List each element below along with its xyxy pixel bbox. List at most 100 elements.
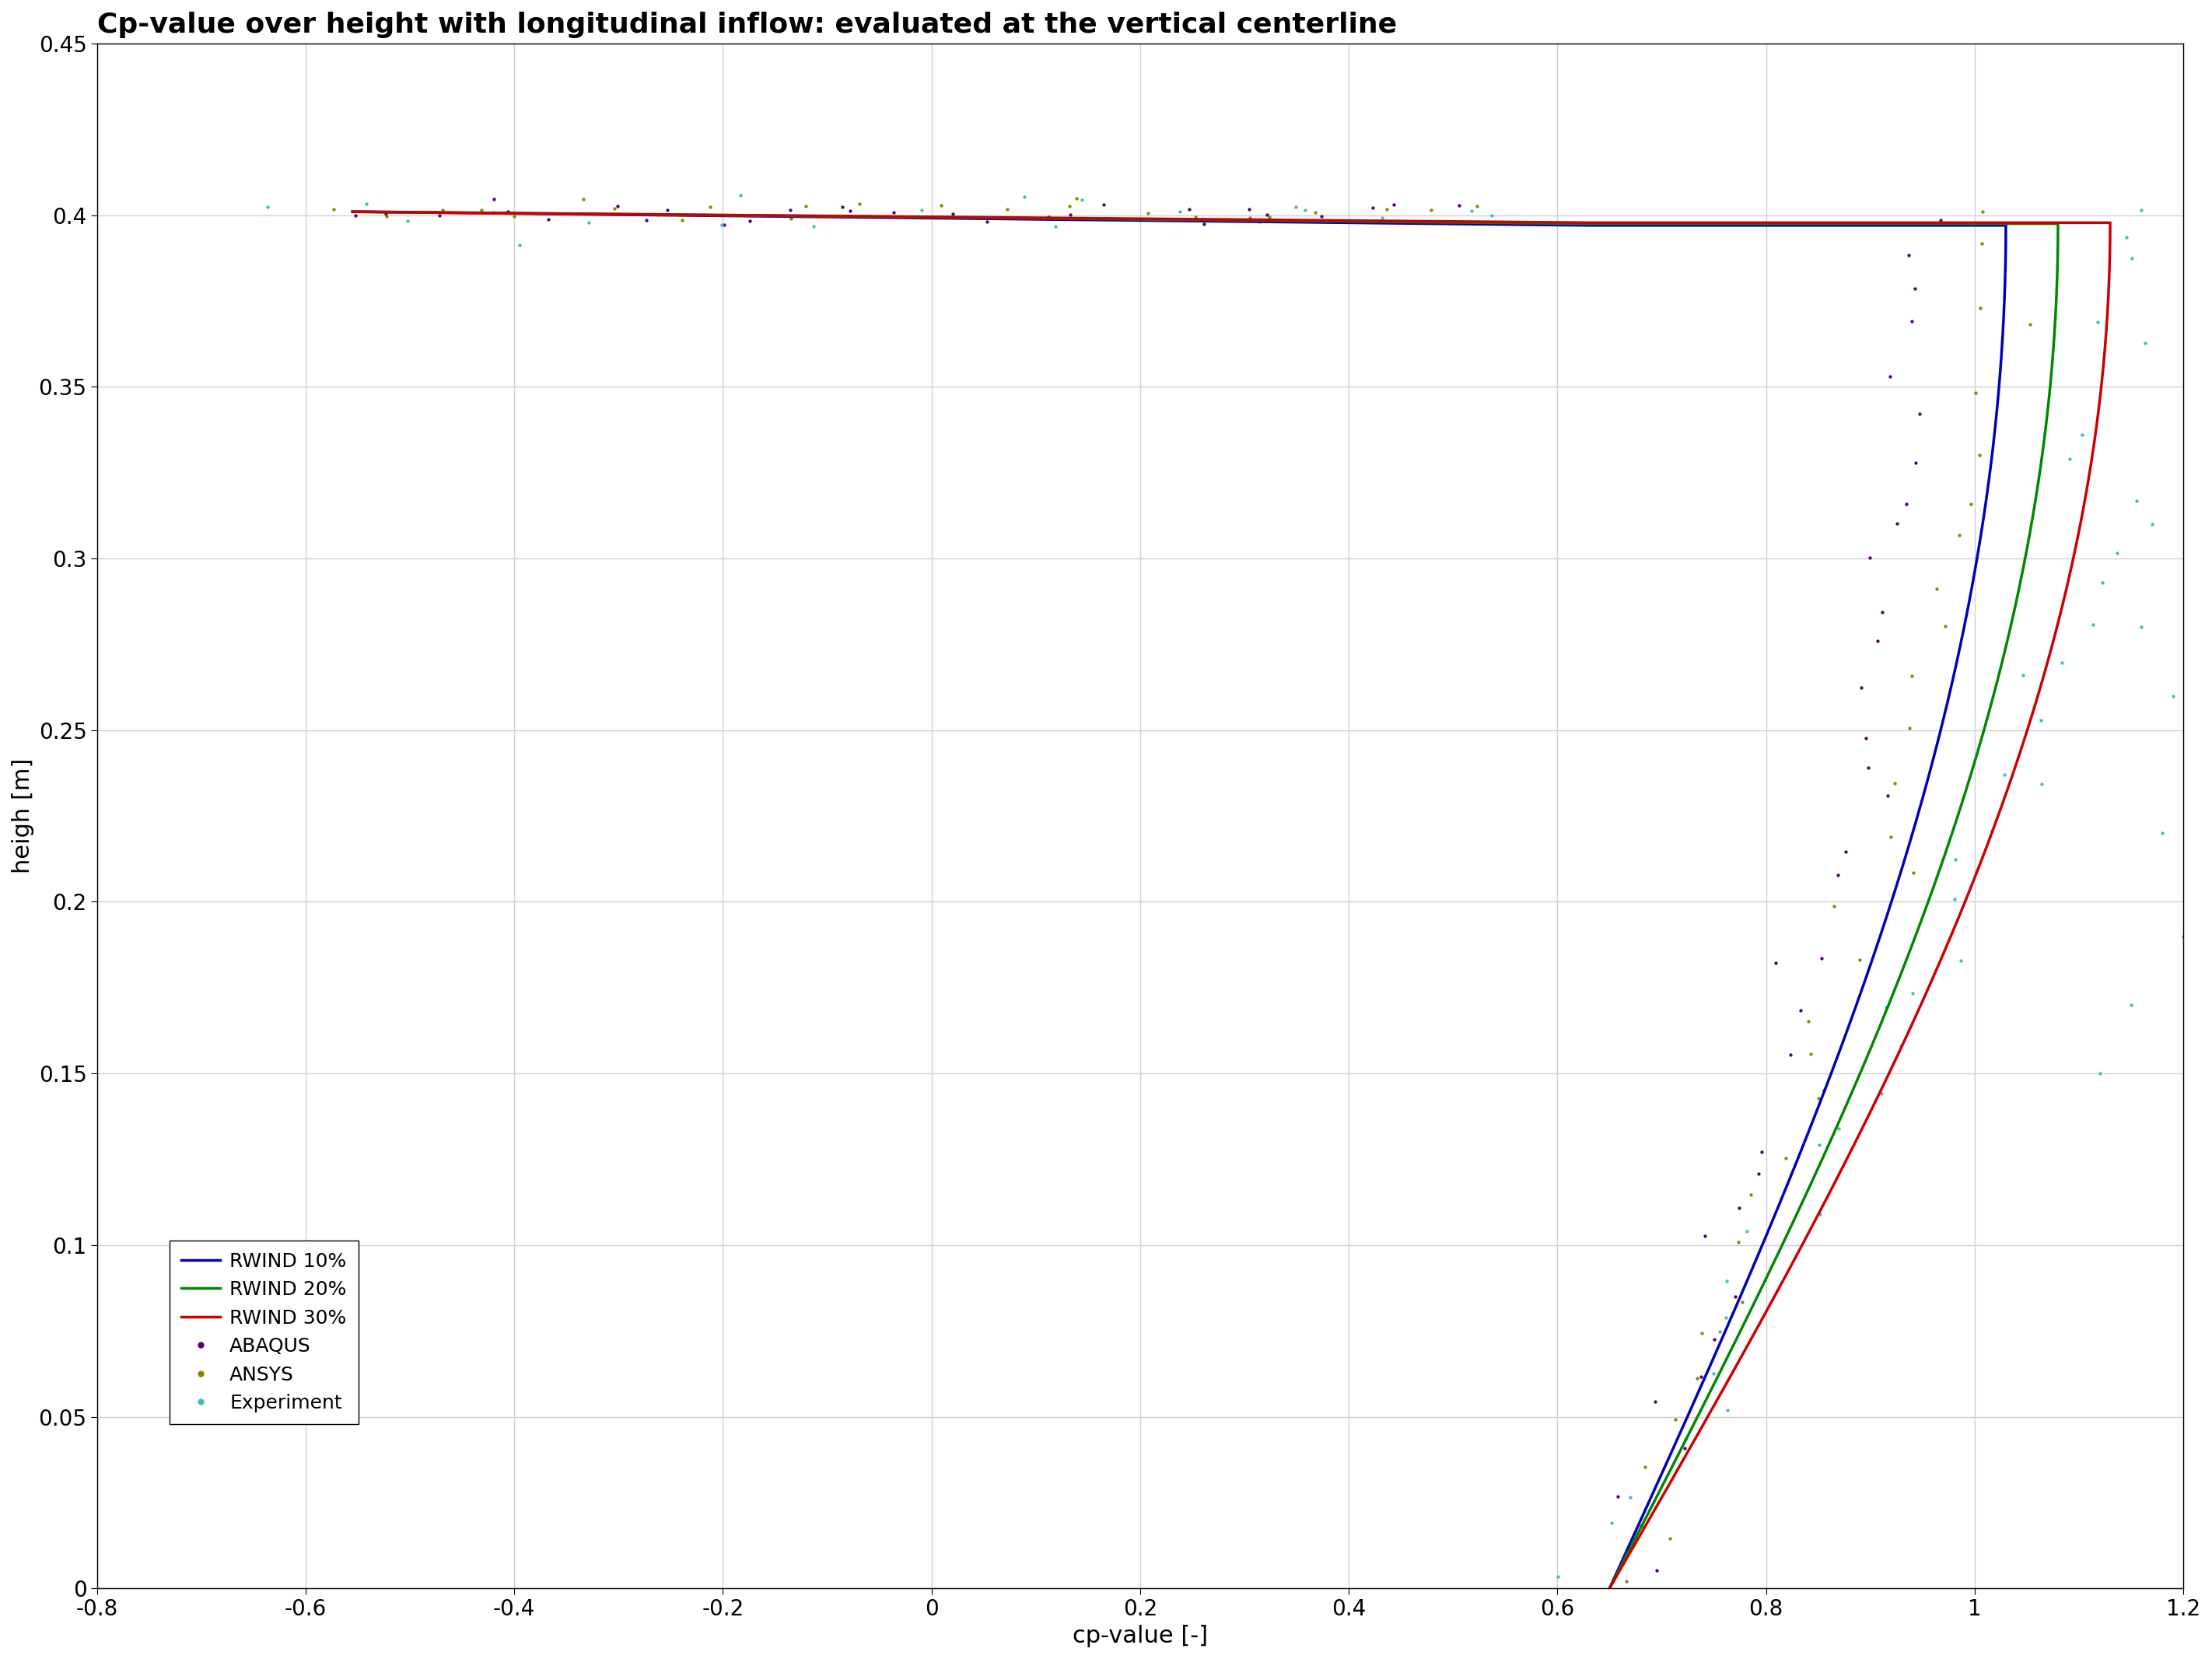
Point: [1865, 599, 1900, 625]
Point: [1816, 893, 1851, 919]
Point: [1783, 997, 1818, 1024]
Point: [1803, 1201, 1838, 1228]
Point: [1710, 1397, 1745, 1423]
Point: [1732, 1181, 1767, 1208]
Point: [664, 207, 699, 234]
Point: [1845, 675, 1880, 702]
Point: [905, 197, 940, 224]
Point: [1843, 946, 1878, 972]
Point: [1688, 1223, 1723, 1249]
Point: [1922, 207, 1958, 234]
Point: [1964, 199, 2000, 226]
Point: [1241, 209, 1276, 236]
Point: [1697, 1360, 1732, 1387]
Point: [1413, 196, 1449, 222]
Point: [1287, 196, 1323, 222]
Point: [832, 197, 867, 224]
Point: [1902, 400, 1938, 426]
Point: [1232, 204, 1267, 231]
Point: [1958, 380, 1993, 406]
Point: [841, 191, 876, 217]
Point: [639, 201, 675, 227]
Point: [1628, 1453, 1663, 1480]
Point: [1829, 838, 1865, 864]
Point: [1730, 1218, 1765, 1244]
Point: [650, 197, 686, 224]
Point: [1172, 196, 1208, 222]
Point: [1595, 1510, 1630, 1536]
Point: [1869, 994, 1905, 1020]
Point: [1889, 491, 1924, 518]
Point: [1942, 521, 1978, 547]
Point: [1938, 846, 1973, 873]
Point: [1279, 194, 1314, 221]
Point: [1725, 1289, 1761, 1316]
Point: [1721, 1229, 1756, 1256]
Point: [796, 212, 832, 239]
Point: [922, 192, 958, 219]
Point: [1473, 202, 1509, 229]
Point: [2124, 614, 2159, 640]
Point: [774, 206, 810, 232]
Point: [1792, 1009, 1827, 1035]
Point: [1898, 275, 1933, 302]
Point: [1683, 1364, 1719, 1390]
Point: [1880, 509, 1916, 536]
Point: [1708, 1267, 1743, 1294]
X-axis label: cp-value [-]: cp-value [-]: [1073, 1624, 1208, 1647]
Point: [425, 197, 460, 224]
Point: [1037, 214, 1073, 241]
Point: [1161, 199, 1197, 226]
Point: [1891, 715, 1927, 742]
Point: [571, 209, 606, 236]
Point: [369, 201, 405, 227]
Point: [1893, 309, 1929, 335]
Point: [1608, 1568, 1644, 1594]
Point: [1668, 1435, 1703, 1462]
Point: [2128, 330, 2163, 357]
Point: [1232, 196, 1267, 222]
Point: [2124, 196, 2159, 222]
Point: [1896, 980, 1931, 1007]
Point: [1639, 1558, 1674, 1584]
Point: [2004, 662, 2039, 688]
Point: [2112, 992, 2148, 1019]
Point: [1893, 662, 1929, 688]
Point: [1938, 886, 1973, 912]
Point: [1701, 1319, 1736, 1345]
Point: [936, 201, 971, 227]
Point: [1186, 211, 1221, 237]
Point: [465, 196, 500, 222]
Point: [495, 204, 531, 231]
Point: [692, 194, 728, 221]
Point: [316, 196, 352, 222]
Point: [2119, 488, 2154, 514]
Point: [2099, 539, 2135, 566]
Point: [1624, 1513, 1659, 1540]
Point: [422, 202, 458, 229]
Point: [1962, 295, 1997, 322]
Point: [876, 199, 911, 226]
Point: [825, 194, 860, 221]
Point: [1179, 204, 1214, 231]
Point: [2053, 446, 2088, 473]
Point: [1891, 242, 1927, 269]
Point: [489, 199, 524, 226]
Point: [1986, 761, 2022, 788]
Point: [369, 202, 405, 229]
Point: [1250, 201, 1285, 227]
Point: [1657, 1407, 1692, 1433]
Point: [969, 209, 1004, 236]
Y-axis label: heigh [m]: heigh [m]: [11, 758, 33, 874]
Point: [1860, 629, 1896, 655]
Point: [1942, 947, 1978, 974]
Point: [1599, 1483, 1635, 1510]
Point: [1962, 441, 1997, 468]
Point: [2115, 244, 2150, 270]
Point: [1973, 818, 2008, 844]
Point: [1807, 1077, 1843, 1103]
Point: [1721, 1194, 1756, 1221]
Point: [1794, 1040, 1829, 1067]
Point: [1298, 199, 1334, 226]
Point: [250, 194, 285, 221]
